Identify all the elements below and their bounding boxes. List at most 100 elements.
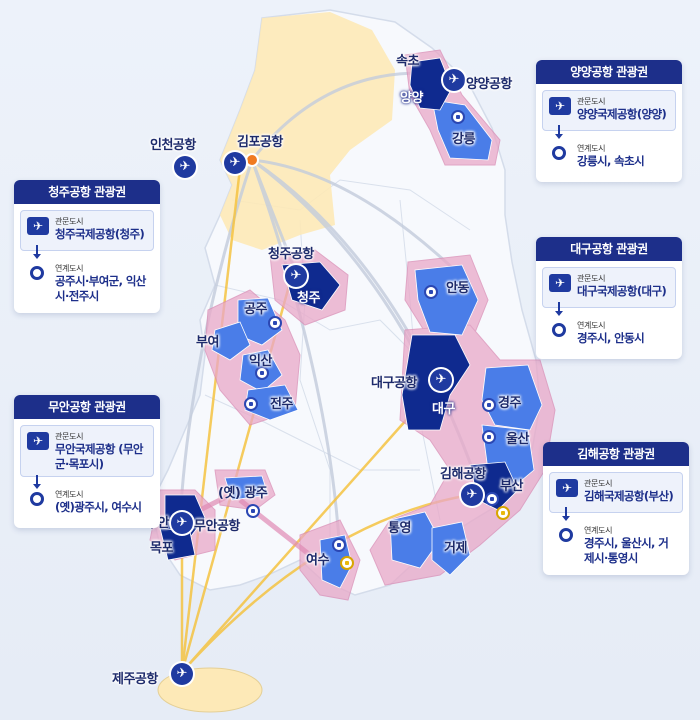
label-incheon-airport: 인천공항 [150,138,196,153]
label-jeonju: 전주 [270,397,293,412]
card-daegu: 대구공항 관광권 ✈ 관문도시 대구국제공항(대구) 연계도시 경주시, 안동시 [536,237,682,359]
label-yangyang: 양양 [400,91,423,106]
label-gyeongju: 경주 [498,396,521,411]
linked-caption: 연계도시 [55,490,84,499]
label-tongyeong: 통영 [388,521,411,536]
city-pin-icon [244,397,258,411]
airplane-icon: ✈ [443,69,465,91]
entry-caption: 관문도시 [584,479,613,488]
airplane-icon: ✈ [556,479,578,497]
linked-city-box: 연계도시 경주시, 울산시, 거제시·통영시 [549,519,683,571]
city-pin-icon [552,146,566,160]
entry-city-box: ✈ 관문도시 대구국제공항(대구) [542,267,676,308]
arrow-icon [562,507,570,521]
city-pin-icon [559,528,573,542]
city-pin-icon [255,366,269,380]
airplane-icon: ✈ [549,274,571,292]
entry-value: 무안국제공항 (무안군·목포시) [55,442,144,471]
label-ulsan: 울산 [506,432,529,447]
card-cheongju: 청주공항 관광권 ✈ 관문도시 청주국제공항(청주) 연계도시 공주시·부여군,… [14,180,160,313]
city-pin-icon [30,492,44,506]
label-andong: 안동 [446,281,469,296]
city-pin-icon [246,504,260,518]
linked-value: 강릉시, 속초시 [577,154,645,168]
linked-caption: 연계도시 [584,526,613,535]
city-pin-icon [268,316,282,330]
linked-caption: 연계도시 [55,264,84,273]
airplane-icon: ✈ [171,512,193,534]
airplane-icon: ✈ [285,265,307,287]
city-pin-icon [482,398,496,412]
linked-value: 경주시, 안동시 [577,331,645,345]
airplane-icon: ✈ [27,432,49,450]
entry-value: 대구국제공항(대구) [577,284,667,298]
arrow-icon [33,475,41,489]
linked-city-box: 연계도시 경주시, 안동시 [542,314,676,355]
card-gimhae: 김해공항 관광권 ✈ 관문도시 김해국제공항(부산) 연계도시 경주시, 울산시… [543,442,689,575]
label-mokpo: 목포 [150,541,173,556]
hub-dot-icon [245,153,259,167]
card-muan: 무안공항 관광권 ✈ 관문도시 무안국제공항 (무안군·목포시) 연계도시 (옛… [14,395,160,528]
label-daegu-airport: 대구공항 [371,376,417,391]
entry-value: 청주국제공항(청주) [55,227,145,241]
entry-city-box: ✈ 관문도시 양양국제공항(양양) [542,90,676,131]
city-pin-icon [451,110,465,124]
airplane-icon: ✈ [224,152,246,174]
linked-value: (옛)광주시, 여수시 [55,500,142,514]
entry-caption: 관문도시 [577,97,606,106]
entry-caption: 관문도시 [55,217,84,226]
linked-value: 경주시, 울산시, 거제시·통영시 [584,536,669,565]
entry-value: 김해국제공항(부산) [584,489,674,503]
city-pin-icon [332,538,346,552]
label-geoje: 거제 [444,541,467,556]
airplane-icon: ✈ [461,484,483,506]
city-pin-icon [30,266,44,280]
label-gongju: 공주 [244,302,267,317]
label-cheongju-airport: 청주공항 [268,247,314,262]
linked-cities [211,99,543,589]
arrow-icon [33,245,41,259]
card-title: 청주공항 관광권 [14,180,160,204]
entry-caption: 관문도시 [577,274,606,283]
card-title: 무안공항 관광권 [14,395,160,419]
airplane-icon: ✈ [171,663,193,685]
entry-city-box: ✈ 관문도시 김해국제공항(부산) [549,472,683,513]
city-pin-icon [485,492,499,506]
airplane-icon: ✈ [174,156,196,178]
label-gwangju: (옛) 광주 [218,486,268,501]
entry-city-box: ✈ 관문도시 청주국제공항(청주) [20,210,154,251]
linked-city-box: 연계도시 강릉시, 속초시 [542,137,676,178]
label-yangyang-airport: 양양공항 [466,77,512,92]
label-yeosu: 여수 [306,553,329,568]
airplane-icon: ✈ [430,369,452,391]
label-iksan: 익산 [249,354,272,369]
card-title: 양양공항 관광권 [536,60,682,84]
card-title: 대구공항 관광권 [536,237,682,261]
label-busan: 부산 [500,479,523,494]
linked-caption: 연계도시 [577,144,606,153]
arrow-icon [555,125,563,139]
coastal-city-pin-icon [496,506,510,520]
linked-value: 공주시·부여군, 익산시·전주시 [55,274,146,303]
label-buyeo: 부여 [196,335,219,350]
airplane-icon: ✈ [27,217,49,235]
arrow-icon [555,302,563,316]
label-jeju-airport: 제주공항 [112,672,158,687]
coastal-city-pin-icon [340,556,354,570]
linked-caption: 연계도시 [577,321,606,330]
label-gimhae-airport: 김해공항 [440,467,486,482]
entry-value: 양양국제공항(양양) [577,107,667,121]
label-cheongju: 청주 [297,291,320,306]
city-pin-icon [552,323,566,337]
linked-city-box: 연계도시 공주시·부여군, 익산시·전주시 [20,257,154,309]
card-yangyang: 양양공항 관광권 ✈ 관문도시 양양국제공항(양양) 연계도시 강릉시, 속초시 [536,60,682,182]
linked-city-box: 연계도시 (옛)광주시, 여수시 [20,483,154,524]
city-pin-icon [424,285,438,299]
entry-caption: 관문도시 [55,432,84,441]
airplane-icon: ✈ [549,97,571,115]
entry-city-box: ✈ 관문도시 무안국제공항 (무안군·목포시) [20,425,154,477]
label-daegu: 대구 [432,402,455,417]
label-sokcho: 속초 [396,54,419,69]
city-pin-icon [482,430,496,444]
